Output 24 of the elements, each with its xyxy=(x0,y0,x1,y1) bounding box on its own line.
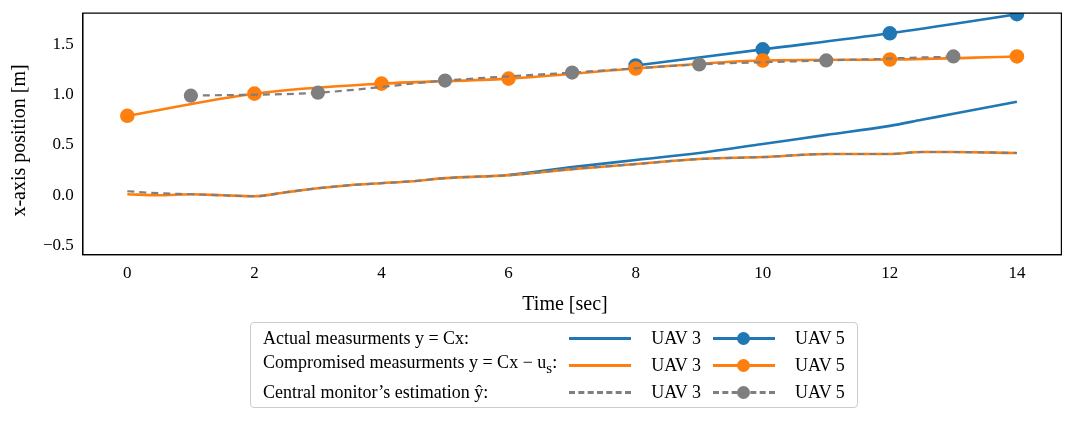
x-tick-label: 14 xyxy=(1008,263,1026,283)
legend-label: UAV 5 xyxy=(795,327,845,350)
x-axis-title: Time [sec] xyxy=(521,292,609,315)
y-tick-label: 1.0 xyxy=(52,84,74,104)
text: Actual measurments y = Cx: xyxy=(263,327,471,350)
y-tick-label: 0.5 xyxy=(52,134,74,154)
y-tick-label: 0.0 xyxy=(52,184,74,204)
legend-label: UAV 3 xyxy=(651,380,701,404)
x-tick-label: 8 xyxy=(631,263,640,283)
x-tick-label: 2 xyxy=(250,263,259,283)
legend-label: UAV 3 xyxy=(651,353,701,377)
text: Central monitor’s estimation ŷ: xyxy=(263,380,490,404)
x-tick-label: 0 xyxy=(123,263,132,283)
x-tick-label: 4 xyxy=(377,263,387,283)
x-tick-label: 12 xyxy=(881,263,899,283)
y-axis-title: x-axis position [m] xyxy=(6,63,30,217)
x-tick-label: 10 xyxy=(754,263,772,283)
legend-label: UAV 3 xyxy=(651,327,701,350)
legend-label: UAV 5 xyxy=(795,353,845,377)
y-tick-label: −0.5 xyxy=(42,235,74,255)
legend-label: UAV 5 xyxy=(795,380,845,404)
text: Compromised measurments y = Cx − u$_{s}$: xyxy=(263,351,558,378)
y-tick-label: 1.5 xyxy=(52,33,74,53)
x-tick-label: 6 xyxy=(504,263,513,283)
